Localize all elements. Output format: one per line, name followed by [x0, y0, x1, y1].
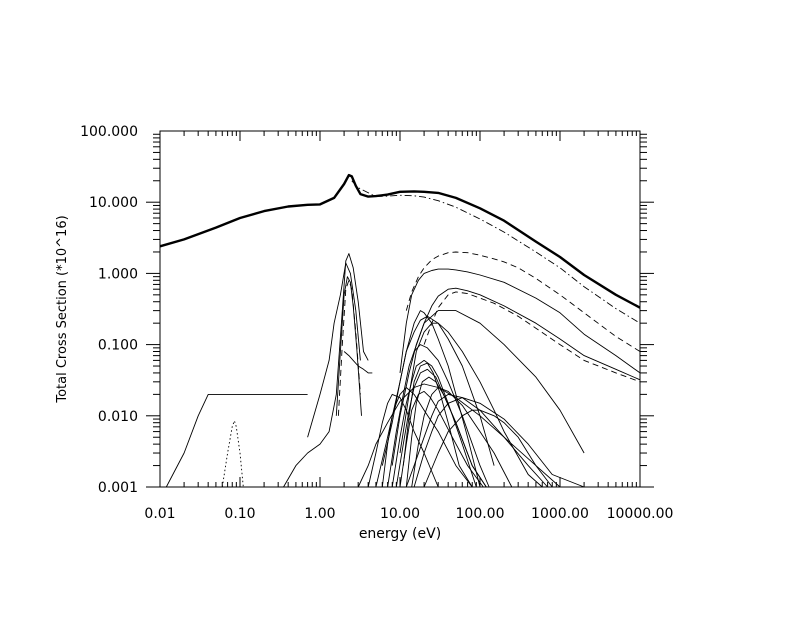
x-tick-label: 10000.00 [607, 506, 674, 522]
series-line-1 [159, 173, 641, 309]
series-line-28 [411, 387, 513, 488]
series-line-2 [351, 180, 641, 324]
series-line-6 [413, 287, 641, 381]
y-axis-label: Total Cross Section (*10^16) [55, 215, 70, 403]
series-line-7 [165, 393, 308, 488]
series-line-17 [387, 344, 490, 488]
series-line-16 [381, 310, 481, 488]
series-line-8 [221, 420, 244, 488]
x-tick-label: 0.01 [144, 506, 175, 522]
x-tick-label: 10.00 [380, 506, 420, 522]
series-line-27 [405, 376, 487, 488]
series-line-23 [391, 310, 585, 466]
series-line-24 [413, 397, 585, 488]
series-line-13 [343, 351, 373, 374]
y-tick-label: 1.000 [98, 266, 138, 282]
series-line-4 [423, 291, 641, 383]
axis-ticks [146, 131, 654, 488]
y-tick-labels: 0.001 0.010 0.100 1.000 10.000 100.000 [80, 124, 138, 496]
y-tick-label: 0.001 [98, 480, 138, 496]
y-tick-label: 10.000 [89, 195, 138, 211]
x-tick-label: 1.00 [304, 506, 335, 522]
series-line-10 [307, 262, 361, 438]
series-line-25 [399, 322, 543, 488]
y-tick-label: 0.010 [98, 409, 138, 425]
series-line-9 [283, 253, 369, 488]
series-line-12 [337, 279, 361, 416]
y-tick-label: 0.100 [98, 338, 138, 354]
series-line-3 [405, 251, 641, 352]
series-line-26 [402, 362, 473, 488]
series-lines [159, 173, 641, 488]
x-tick-labels: 0.01 0.10 1.00 10.00 100.00 1000.00 10000.00 [144, 506, 673, 522]
series-line-29 [399, 390, 484, 488]
x-tick-label: 100.00 [456, 506, 505, 522]
series-line-5 [399, 268, 641, 374]
x-tick-label: 1000.00 [531, 506, 589, 522]
x-axis-label: energy (eV) [359, 526, 441, 542]
x-tick-label: 0.10 [224, 506, 255, 522]
y-tick-label: 100.000 [80, 124, 138, 140]
series-line-30 [423, 409, 567, 488]
plot-frame [159, 130, 641, 488]
